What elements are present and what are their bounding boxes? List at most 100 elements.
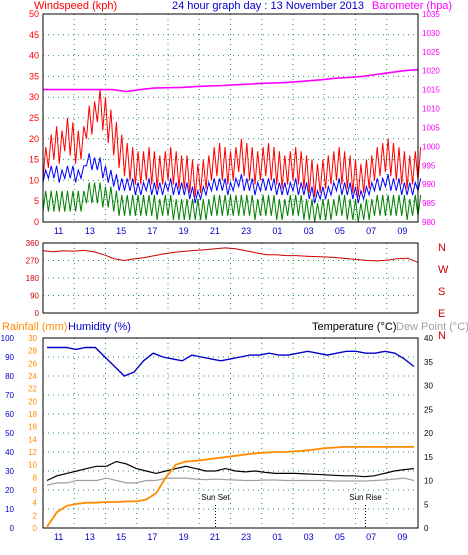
rainfall-tick: 14 [28, 435, 37, 444]
rainfall-tick: 10 [28, 461, 37, 470]
humidity-tick: 70 [5, 391, 14, 400]
humidity-tick: 80 [5, 372, 14, 381]
barometer-tick: 1035 [422, 10, 440, 19]
climate-x-tick: 21 [210, 532, 220, 542]
climate-x-tick: 13 [85, 532, 95, 542]
climate-x-tick: 01 [272, 532, 282, 542]
temperature-tick: 35 [424, 358, 433, 367]
barometer-tick: 990 [422, 180, 436, 189]
temperature-tick: 15 [424, 453, 433, 462]
climate-panel-frame [42, 337, 419, 529]
rainfall-tick: 16 [28, 423, 37, 432]
rainfall-tick: 26 [28, 359, 37, 368]
wind-x-tick: 17 [147, 226, 157, 236]
direction-tick: 270 [26, 257, 40, 266]
climate-x-tick: 09 [397, 532, 407, 542]
wind-x-tick: 23 [241, 226, 251, 236]
humidity-label: Humidity (%) [68, 321, 131, 333]
humidity-tick: 0 [10, 524, 15, 533]
humidity-tick: 10 [5, 505, 14, 514]
temperature-line [46, 460, 415, 482]
rainfall-tick: 0 [33, 524, 38, 533]
temperature-tick: 10 [424, 477, 433, 486]
climate-x-tick: 03 [304, 532, 314, 542]
dewpoint-label: Dew Point (°C) [396, 321, 468, 333]
rainfall-tick: 28 [28, 347, 37, 356]
temperature-tick: 5 [424, 500, 429, 509]
temperature-tick: 20 [424, 429, 433, 438]
direction-compass-label: S [438, 286, 445, 298]
wind-x-tick: 11 [54, 226, 63, 236]
barometer-tick: 1005 [422, 123, 440, 132]
rainfall-tick: 30 [28, 334, 37, 343]
direction-compass-label: N [438, 242, 446, 254]
wind-x-tick: 21 [210, 226, 220, 236]
direction-compass-label: W [438, 264, 449, 276]
rainfall-tick: 22 [28, 385, 37, 394]
climate-x-tick: 23 [241, 532, 251, 542]
wind-average-line [42, 182, 422, 223]
wind-x-tick: 09 [397, 226, 407, 236]
climate-x-tick: 05 [335, 532, 345, 542]
windspeed-tick: 30 [29, 92, 39, 102]
temperature-tick: 30 [424, 382, 433, 391]
direction-tick: 180 [26, 274, 40, 283]
wind-direction-line [42, 247, 419, 263]
climate-x-tick: 11 [54, 532, 63, 542]
barometer-tick: 1010 [422, 105, 440, 114]
wind-x-tick: 07 [366, 226, 376, 236]
wind-x-tick: 05 [335, 226, 345, 236]
rainfall-tick: 4 [33, 499, 38, 508]
barometer-tick: 1025 [422, 48, 440, 57]
dew-point-line [46, 477, 415, 486]
direction-tick: 360 [26, 239, 40, 248]
temperature-tick: 40 [424, 334, 433, 343]
sunset-label: Sun Set [201, 493, 230, 502]
plots-layer: 0510152025303540455098098599099510001005… [1, 9, 449, 542]
barometer-tick: 1030 [422, 29, 440, 38]
barometer-tick: 985 [422, 199, 436, 208]
humidity-tick: 40 [5, 448, 14, 457]
barometer-tick: 995 [422, 161, 436, 170]
wind-x-tick: 19 [179, 226, 189, 236]
windspeed-tick: 20 [29, 134, 39, 144]
rainfall-tick: 2 [33, 511, 38, 520]
sunrise-label: Sun Rise [349, 493, 382, 502]
rainfall-line [46, 445, 414, 528]
direction-compass-label: E [438, 308, 445, 320]
humidity-tick: 90 [5, 353, 14, 362]
humidity-tick: 30 [5, 467, 14, 476]
barometer-tick: 1000 [422, 142, 440, 151]
rainfall-tick: 6 [33, 486, 38, 495]
barometer-label: Barometer (hpa) [372, 0, 452, 12]
rainfall-tick: 18 [28, 410, 37, 419]
windspeed-label: Windspeed (kph) [34, 0, 117, 12]
windspeed-tick: 40 [29, 51, 39, 61]
climate-x-tick: 07 [366, 532, 376, 542]
direction-tick: 0 [35, 309, 40, 318]
direction-tick: 90 [30, 292, 39, 301]
rainfall-label: Rainfall (mm) [2, 321, 67, 333]
rainfall-tick: 8 [33, 473, 38, 482]
rainfall-tick: 24 [28, 372, 37, 381]
wind-x-tick: 13 [85, 226, 95, 236]
wind-x-tick: 15 [116, 226, 126, 236]
climate-x-tick: 19 [179, 532, 189, 542]
humidity-tick: 20 [5, 486, 14, 495]
humidity-tick: 50 [5, 429, 14, 438]
wind-panel-frame [42, 13, 419, 223]
climate-x-tick: 17 [147, 532, 157, 542]
windspeed-tick: 15 [29, 155, 39, 165]
temperature-tick: 0 [424, 524, 429, 533]
windspeed-tick: 50 [29, 9, 39, 19]
rainfall-tick: 12 [28, 448, 37, 457]
barometer-line [43, 68, 419, 93]
windspeed-tick: 25 [29, 113, 39, 123]
humidity-tick: 60 [5, 410, 14, 419]
graph-title: 24 hour graph day : 13 November 2013 [172, 0, 364, 12]
windspeed-tick: 5 [34, 196, 39, 206]
rainfall-tick: 20 [28, 397, 37, 406]
windspeed-tick: 35 [29, 71, 39, 81]
windspeed-tick: 10 [29, 175, 39, 185]
